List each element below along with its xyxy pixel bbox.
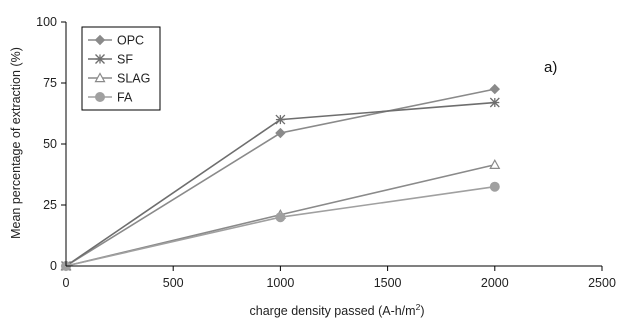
series-sf bbox=[61, 97, 500, 271]
series-opc bbox=[60, 83, 501, 272]
legend-item-fa: FA bbox=[88, 91, 133, 105]
x-tick-label: 2500 bbox=[588, 276, 616, 290]
x-axis-title-superscript: 2 bbox=[416, 302, 421, 312]
x-axis-ticks: 0 500 1000 1500 2000 2500 bbox=[63, 266, 616, 290]
data-point-opc bbox=[275, 127, 286, 139]
x-tick-label: 0 bbox=[63, 276, 70, 290]
x-axis-title-suffix: ) bbox=[420, 304, 424, 318]
legend-item-slag: SLAG bbox=[88, 72, 150, 86]
y-axis-ticks: 0 25 50 75 100 bbox=[36, 15, 66, 273]
x-tick-label: 500 bbox=[163, 276, 184, 290]
legend: OPC SF SLAG FA bbox=[81, 26, 161, 111]
data-point-sf bbox=[275, 114, 286, 125]
legend-box bbox=[81, 26, 161, 111]
series-layer bbox=[60, 83, 501, 272]
legend-item-opc: OPC bbox=[88, 34, 144, 48]
y-tick-label: 0 bbox=[50, 259, 57, 273]
y-tick-label: 50 bbox=[43, 137, 57, 151]
data-point-fa bbox=[275, 212, 286, 223]
legend-swatch-marker bbox=[95, 54, 105, 64]
legend-swatch-marker bbox=[94, 34, 106, 46]
data-point-opc bbox=[489, 83, 501, 95]
data-point-slag bbox=[489, 159, 501, 169]
legend-swatch-marker bbox=[94, 72, 106, 83]
legend-item-sf: SF bbox=[88, 53, 133, 67]
legend-swatch-marker bbox=[95, 92, 105, 102]
y-tick-label: 25 bbox=[43, 198, 57, 212]
x-tick-label: 2000 bbox=[481, 276, 509, 290]
series-line-sf bbox=[65, 101, 495, 267]
legend-label: SF bbox=[117, 53, 133, 67]
legend-label: SLAG bbox=[117, 72, 150, 86]
data-point-fa bbox=[489, 181, 500, 192]
series-fa bbox=[61, 181, 500, 271]
y-tick-label: 100 bbox=[36, 15, 57, 29]
x-axis-title: charge density passed (A-h/m2) bbox=[250, 302, 425, 318]
legend-label: OPC bbox=[117, 34, 144, 48]
panel-label: a) bbox=[544, 59, 557, 76]
x-axis-title-main: charge density passed (A-h/m bbox=[250, 304, 416, 318]
x-tick-label: 1000 bbox=[266, 276, 294, 290]
y-axis-title: Mean percentage of extraction (%) bbox=[9, 47, 23, 239]
y-tick-label: 75 bbox=[43, 76, 57, 90]
data-point-sf bbox=[489, 97, 500, 108]
legend-label: FA bbox=[117, 91, 133, 105]
x-tick-label: 1500 bbox=[374, 276, 402, 290]
